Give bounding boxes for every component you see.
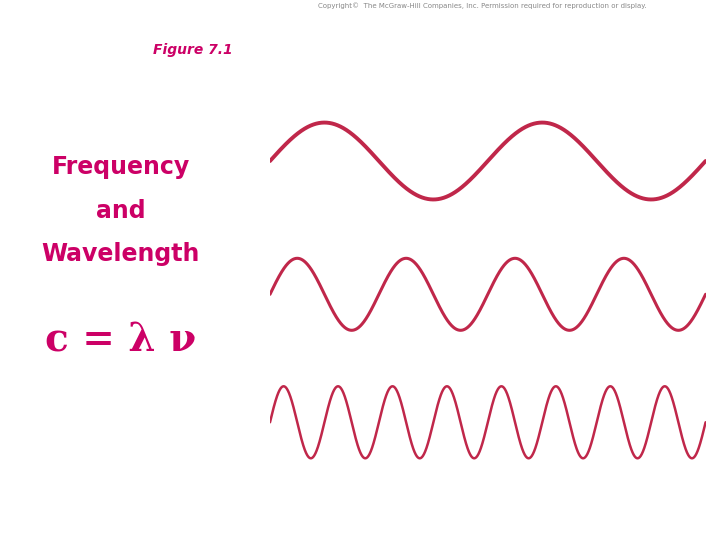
Text: $\lambda_A$: $\lambda_A$	[480, 88, 496, 105]
Text: Wavelength = distance per cycle: Wavelength = distance per cycle	[343, 22, 589, 35]
Text: $\lambda_C$: $\lambda_C$	[399, 356, 413, 370]
Text: C: C	[240, 417, 252, 435]
Text: and: and	[96, 199, 145, 222]
Text: λA = 2λB = 4λC: λA = 2λB = 4λC	[320, 46, 421, 59]
Text: Wavelength: Wavelength	[42, 242, 199, 266]
Text: Frequency = cycles per second: Frequency = cycles per second	[359, 510, 602, 524]
Text: $\nu_A = \frac{1}{2}\nu_D = \frac{1}{4}\nu_C$: $\nu_A = \frac{1}{2}\nu_D = \frac{1}{4}\…	[327, 483, 414, 505]
Text: Wavelength: Wavelength	[446, 82, 529, 94]
Text: Figure 7.1: Figure 7.1	[153, 43, 233, 57]
Text: B: B	[240, 289, 252, 307]
Text: Copyright©  The McGraw-Hill Companies, Inc. Permission required for reproduction: Copyright© The McGraw-Hill Companies, In…	[318, 3, 647, 9]
Text: Frequency: Frequency	[51, 156, 190, 179]
Text: A: A	[240, 157, 253, 174]
Text: $\lambda_B$: $\lambda_B$	[426, 226, 441, 242]
Text: c = λ ν: c = λ ν	[45, 321, 196, 359]
